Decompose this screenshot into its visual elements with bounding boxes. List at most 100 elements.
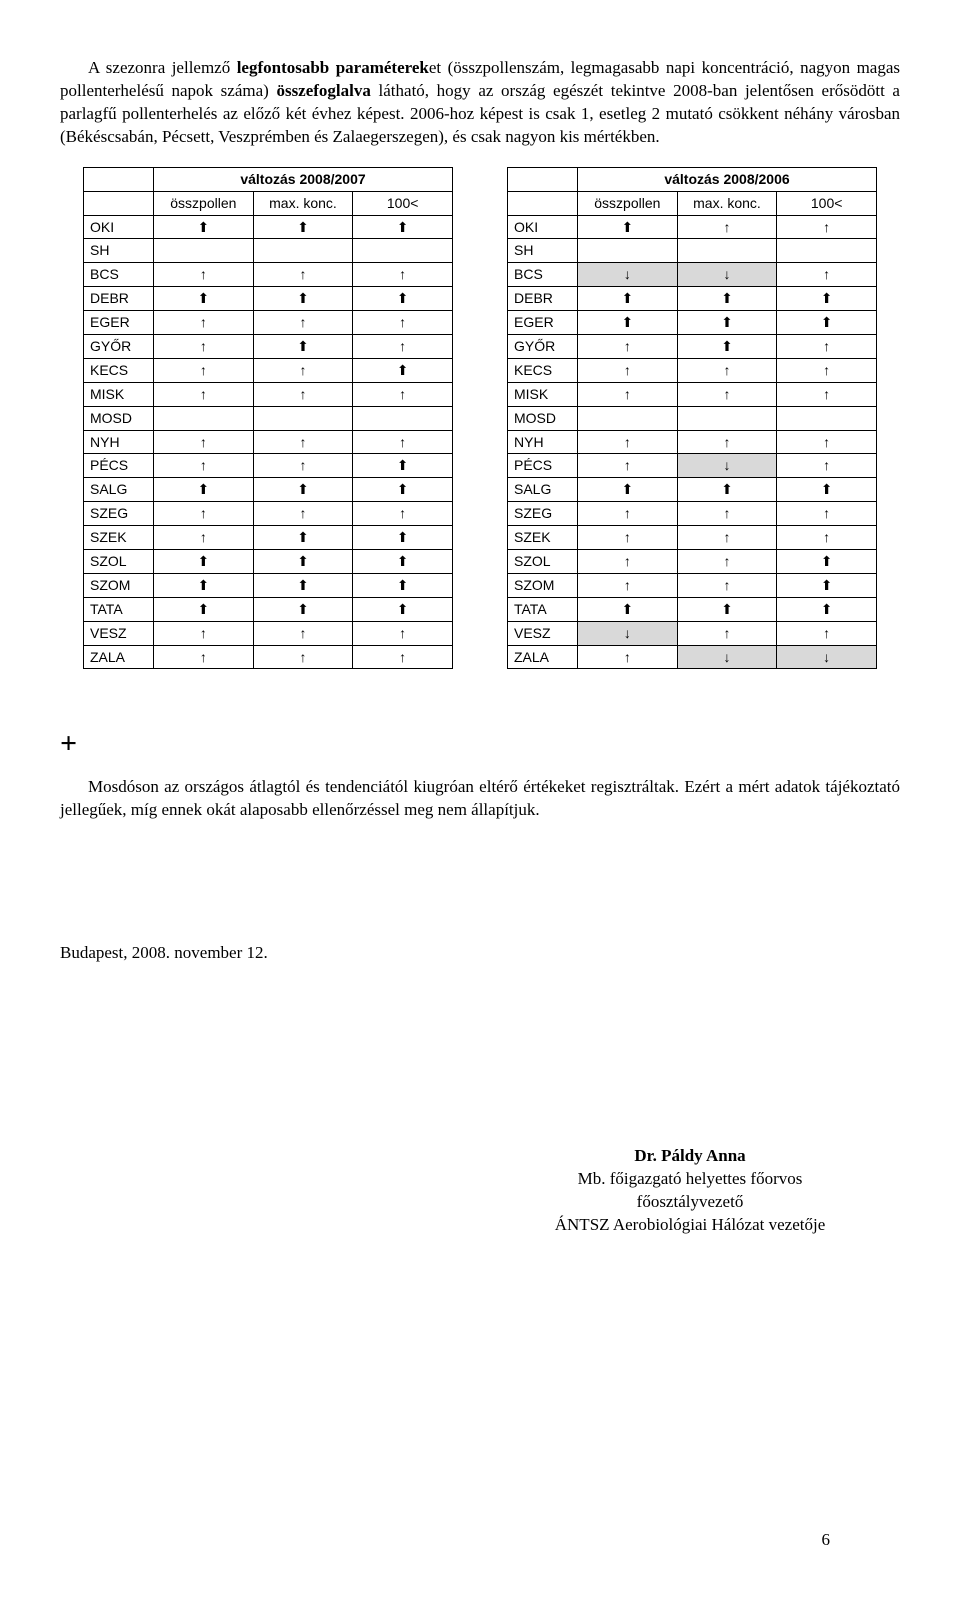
city-cell: EGER	[84, 311, 154, 335]
table-row: KECS↑↑⬆	[84, 358, 453, 382]
table-row: SZEK↑↑↑	[508, 526, 877, 550]
arrow-cell: ↑	[677, 526, 777, 550]
city-cell: DEBR	[84, 287, 154, 311]
arrow-cell: ⬆	[353, 597, 453, 621]
arrow-cell: ⬆	[353, 573, 453, 597]
table-row: BCS↑↑↑	[84, 263, 453, 287]
city-cell: GYŐR	[84, 334, 154, 358]
arrow-cell: ↑	[154, 382, 254, 406]
arrow-cell: ↑	[677, 215, 777, 239]
col-header: összpollen	[154, 191, 254, 215]
arrow-cell: ⬆	[154, 573, 254, 597]
table-row: SZOM⬆⬆⬆	[84, 573, 453, 597]
city-cell: NYH	[508, 430, 578, 454]
table-row: SALG⬆⬆⬆	[84, 478, 453, 502]
arrow-cell: ⬆	[253, 215, 353, 239]
arrow-cell: ⬆	[353, 478, 453, 502]
table-corner	[508, 167, 578, 191]
paragraph-1: A szezonra jellemző legfontosabb paramét…	[60, 57, 900, 149]
city-cell: SALG	[508, 478, 578, 502]
arrow-cell: ↑	[353, 382, 453, 406]
table-row: PÉCS↑↑⬆	[84, 454, 453, 478]
arrow-cell: ↑	[777, 382, 877, 406]
arrow-cell: ⬆	[578, 597, 678, 621]
arrow-cell: ↓	[578, 621, 678, 645]
arrow-cell: ↑	[253, 382, 353, 406]
city-cell: BCS	[84, 263, 154, 287]
table-row: EGER⬆⬆⬆	[508, 311, 877, 335]
city-cell: PÉCS	[84, 454, 154, 478]
arrow-cell: ⬆	[253, 573, 353, 597]
city-cell: TATA	[84, 597, 154, 621]
col-header: max. konc.	[677, 191, 777, 215]
arrow-cell: ↑	[777, 334, 877, 358]
table-row: SZEG↑↑↑	[508, 502, 877, 526]
city-cell: MISK	[508, 382, 578, 406]
arrow-cell: ↑	[353, 263, 453, 287]
table-row: VESZ↑↑↑	[84, 621, 453, 645]
city-cell: OKI	[508, 215, 578, 239]
arrow-cell: ↑	[777, 215, 877, 239]
table-2008-2006: változás 2008/2006összpollenmax. konc.10…	[507, 167, 877, 670]
city-cell: PÉCS	[508, 454, 578, 478]
table-title: változás 2008/2007	[154, 167, 453, 191]
table-row: MISK↑↑↑	[508, 382, 877, 406]
arrow-cell: ⬆	[353, 526, 453, 550]
arrow-cell: ↑	[154, 263, 254, 287]
signature-block: Dr. Páldy Anna Mb. főigazgató helyettes …	[60, 1145, 900, 1237]
table-row: GYŐR↑⬆↑	[508, 334, 877, 358]
table-row: SZEG↑↑↑	[84, 502, 453, 526]
table-row: SALG⬆⬆⬆	[508, 478, 877, 502]
arrow-cell: ⬆	[353, 358, 453, 382]
city-cell: ZALA	[508, 645, 578, 669]
page-number: 6	[822, 1529, 831, 1552]
arrow-cell: ⬆	[154, 597, 254, 621]
arrow-cell: ↑	[578, 454, 678, 478]
arrow-cell: ↑	[777, 454, 877, 478]
arrow-cell	[777, 406, 877, 430]
table-row: ZALA↑↑↑	[84, 645, 453, 669]
arrow-cell: ↑	[578, 526, 678, 550]
table-row: ZALA↑↓↓	[508, 645, 877, 669]
table-row: NYH↑↑↑	[84, 430, 453, 454]
arrow-cell: ↑	[154, 311, 254, 335]
arrow-cell: ⬆	[253, 526, 353, 550]
arrow-cell: ↓	[777, 645, 877, 669]
arrow-cell	[677, 406, 777, 430]
arrow-cell: ↑	[677, 358, 777, 382]
signature-name: Dr. Páldy Anna	[480, 1145, 900, 1168]
arrow-cell: ↑	[578, 358, 678, 382]
table-row: VESZ↓↑↑	[508, 621, 877, 645]
table-row: SH	[84, 239, 453, 263]
arrow-cell: ↑	[677, 430, 777, 454]
arrow-cell: ⬆	[154, 215, 254, 239]
arrow-cell: ↑	[578, 382, 678, 406]
arrow-cell: ↑	[578, 645, 678, 669]
arrow-cell: ↑	[578, 430, 678, 454]
arrow-cell: ↑	[677, 621, 777, 645]
arrow-cell: ↑	[353, 334, 453, 358]
table-row: SH	[508, 239, 877, 263]
arrow-cell: ⬆	[353, 454, 453, 478]
arrow-cell: ↑	[253, 621, 353, 645]
city-cell: OKI	[84, 215, 154, 239]
arrow-cell: ⬆	[253, 597, 353, 621]
arrow-cell	[253, 239, 353, 263]
signature-line2: főosztályvezető	[480, 1191, 900, 1214]
table-row: BCS↓↓↑	[508, 263, 877, 287]
city-cell: SH	[508, 239, 578, 263]
arrow-cell: ↓	[677, 454, 777, 478]
arrow-cell: ⬆	[777, 550, 877, 574]
table-row: TATA⬆⬆⬆	[84, 597, 453, 621]
arrow-cell: ⬆	[578, 478, 678, 502]
arrow-cell: ↑	[154, 645, 254, 669]
table-row: DEBR⬆⬆⬆	[508, 287, 877, 311]
city-cell: MISK	[84, 382, 154, 406]
table-corner	[84, 167, 154, 191]
plus-symbol: +	[60, 729, 900, 759]
arrow-cell: ↑	[777, 430, 877, 454]
col-header: 100<	[777, 191, 877, 215]
table-row: TATA⬆⬆⬆	[508, 597, 877, 621]
arrow-cell: ↑	[677, 382, 777, 406]
paragraph-2: Mosdóson az országos átlagtól és tendenc…	[60, 776, 900, 822]
